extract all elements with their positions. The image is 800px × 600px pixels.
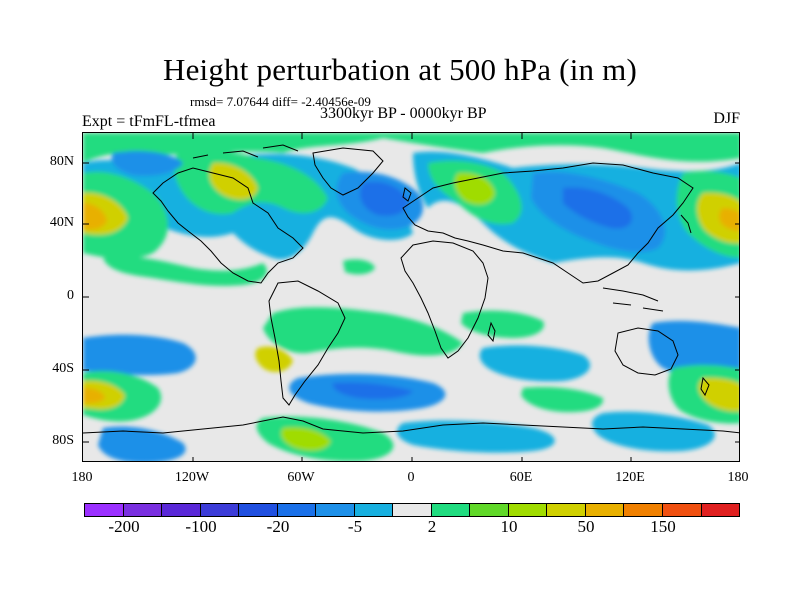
colorbar-segment [354,504,394,516]
colorbar-segment [662,504,702,516]
contour-green-midatl [343,259,375,275]
contour-darkblue-asia [563,187,632,229]
contour-cyan-north [83,153,413,260]
lon-label: 60E [509,470,533,485]
coast-africa [400,240,489,359]
colorbar-segment [470,504,509,516]
map-panel [82,132,740,462]
coast-greenland [312,147,384,196]
colorbar [84,503,740,517]
period-label: 3300kyr BP - 0000kyr BP [320,105,487,122]
coast-australia [614,327,679,376]
lon-label: 180 [727,470,749,485]
contour-yellow-antarctic [281,427,331,451]
colorbar-segment [123,504,163,516]
contour-green-top [83,133,739,163]
contour-blue-southwest-low [98,426,186,461]
coast-madagascar [487,321,496,343]
contour-cyan-southeast [591,411,715,452]
contour-cyan-antarctic [397,420,555,453]
colorbar-segment [316,504,355,516]
coast-south-america [268,280,346,406]
colorbar-label: -200 [108,517,140,536]
contour-blue-pacific [111,151,183,176]
contour-green-southatl [263,307,463,356]
contour-blue-southwest [83,334,196,376]
lon-label: 0 [407,470,415,485]
colorbar-segment [585,504,625,516]
contour-map [83,133,739,461]
lon-label: 180 [71,470,93,485]
lat-label: 80S [52,433,74,448]
contour-orange-southwest [83,387,105,404]
colorbar-segment [701,504,740,516]
contour-cyan-indian [479,345,591,382]
contour-green-tropics-w [103,256,267,286]
colorbar-label: 10 [500,517,518,536]
lat-label: 0 [67,288,74,303]
lon-label: 60W [287,470,315,485]
colorbar-segment [277,504,317,516]
coast-arctic-islands [192,144,299,159]
coast-newzealand [700,376,710,397]
contour-orange-east [719,208,739,231]
coastlines [83,144,739,434]
colorbar-label: 2 [427,517,437,536]
lat-label: 80N [49,154,74,169]
coast-north-america [152,167,304,284]
contour-green-indian [461,310,544,338]
plot-title: Height perturbation at 500 hPa (in m) [162,52,638,87]
colorbar-segment [162,504,201,516]
contour-blue-southpacific [648,320,739,380]
contour-darkblue-southatl [332,382,413,400]
colorbar-segment [393,504,432,516]
coast-japan [680,214,692,234]
stats-text: rmsd= 7.07644 diff= -2.40456e-09 [190,94,371,109]
season-label: DJF [713,110,740,127]
contour-darkblue-atlantic [360,181,408,216]
map-ticks [83,133,739,461]
colorbar-label: 150 [650,517,676,536]
colorbar-segment [508,504,548,516]
contour-yellow-patagonia [255,346,293,373]
coast-europe-asia [402,162,694,284]
colorbar-label: -100 [185,517,217,536]
lon-label: 120W [174,470,210,485]
colorbar-label: 50 [577,517,595,536]
colorbar-label: -5 [347,517,363,536]
colorbar-segment [431,504,471,516]
colorbar-segment [624,504,663,516]
colorbar-segment [200,504,240,516]
contour-yellow-east [697,192,739,244]
colorbar-segment [547,504,586,516]
colorbar-label: -20 [266,517,290,536]
contour-yellow-greenland [209,162,258,200]
coast-indonesia [602,287,664,312]
contour-green-indian-south [521,387,604,413]
lat-label: 40N [49,215,74,230]
coast-antarctica [83,416,739,434]
contour-fills [83,133,739,461]
experiment-label: Expt = tFmFL-tfmea [82,113,216,130]
colorbar-segment [239,504,278,516]
lat-label: 40S [52,361,74,376]
lon-label: 120E [615,470,645,485]
colorbar-segment [85,504,124,516]
coast-britain [402,187,412,202]
contour-orange-west [83,203,107,230]
